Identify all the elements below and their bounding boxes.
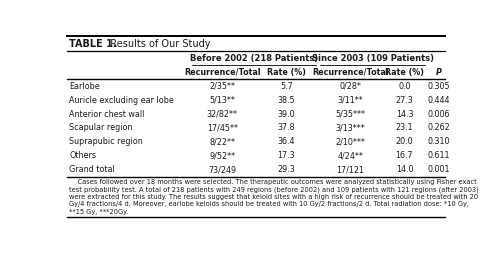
Text: Auricle excluding ear lobe: Auricle excluding ear lobe	[69, 95, 174, 104]
Text: 5/35***: 5/35***	[335, 110, 365, 119]
Text: P: P	[436, 68, 442, 77]
Text: Gy/4 fractions/4 d. Moreover, earlobe keloids should be treated with 10 Gy/2 fra: Gy/4 fractions/4 d. Moreover, earlobe ke…	[69, 201, 469, 207]
Text: 14.0: 14.0	[396, 165, 413, 175]
Text: Results of Our Study: Results of Our Study	[104, 39, 210, 49]
Text: Recurrence/Total: Recurrence/Total	[184, 68, 260, 77]
Text: 5/13**: 5/13**	[210, 95, 236, 104]
Text: 38.5: 38.5	[278, 95, 295, 104]
Text: 16.7: 16.7	[396, 152, 413, 161]
Text: were extracted for this study. The results suggest that keloid sites with a high: were extracted for this study. The resul…	[69, 194, 478, 200]
Text: 0.305: 0.305	[427, 81, 450, 91]
Text: 32/82**: 32/82**	[207, 110, 238, 119]
Text: Recurrence/Total: Recurrence/Total	[312, 68, 388, 77]
Text: 20.0: 20.0	[396, 137, 413, 146]
Text: Rate (%): Rate (%)	[267, 68, 306, 77]
Text: 23.1: 23.1	[396, 123, 413, 133]
Text: 3/13***: 3/13***	[336, 123, 365, 133]
Text: 2/10***: 2/10***	[336, 137, 365, 146]
Text: 2/35**: 2/35**	[210, 81, 236, 91]
Text: 0.006: 0.006	[427, 110, 450, 119]
Text: Rate (%): Rate (%)	[385, 68, 424, 77]
Text: 0/28*: 0/28*	[340, 81, 361, 91]
Text: Anterior chest wall: Anterior chest wall	[69, 110, 144, 119]
Text: **15 Gy, ***20Gy.: **15 Gy, ***20Gy.	[69, 209, 128, 215]
Text: 0.611: 0.611	[427, 152, 450, 161]
Text: 4/24**: 4/24**	[338, 152, 363, 161]
Text: Others: Others	[69, 152, 96, 161]
Text: 36.4: 36.4	[278, 137, 295, 146]
Text: 0.310: 0.310	[427, 137, 450, 146]
Text: 17/45**: 17/45**	[207, 123, 238, 133]
Text: Cases followed over 18 months were selected. The therapeutic outcomes were analy: Cases followed over 18 months were selec…	[69, 179, 477, 185]
Text: Earlobe: Earlobe	[69, 81, 100, 91]
Text: 17.3: 17.3	[278, 152, 295, 161]
Text: 0.0: 0.0	[398, 81, 410, 91]
Text: Grand total: Grand total	[69, 165, 115, 175]
Text: 73/249: 73/249	[208, 165, 236, 175]
Text: TABLE 1.: TABLE 1.	[69, 39, 116, 49]
Text: 5.7: 5.7	[280, 81, 292, 91]
Text: Before 2002 (218 Patients): Before 2002 (218 Patients)	[190, 54, 318, 63]
Text: 8/22**: 8/22**	[210, 137, 236, 146]
Text: Scapular region: Scapular region	[69, 123, 132, 133]
Text: 0.001: 0.001	[427, 165, 450, 175]
Text: 37.8: 37.8	[278, 123, 295, 133]
Text: 0.262: 0.262	[427, 123, 450, 133]
Text: 14.3: 14.3	[396, 110, 413, 119]
Text: 39.0: 39.0	[278, 110, 295, 119]
Text: 29.3: 29.3	[278, 165, 295, 175]
Text: 9/52**: 9/52**	[210, 152, 236, 161]
Text: 0.444: 0.444	[427, 95, 450, 104]
Text: Suprapubic region: Suprapubic region	[69, 137, 143, 146]
Text: test probability test. A total of 218 patients with 249 regions (before 2002) an: test probability test. A total of 218 pa…	[69, 186, 479, 193]
Text: 17/121: 17/121	[336, 165, 364, 175]
Text: 3/11**: 3/11**	[338, 95, 363, 104]
Text: 27.3: 27.3	[396, 95, 413, 104]
Text: Since 2003 (109 Patients): Since 2003 (109 Patients)	[312, 54, 434, 63]
